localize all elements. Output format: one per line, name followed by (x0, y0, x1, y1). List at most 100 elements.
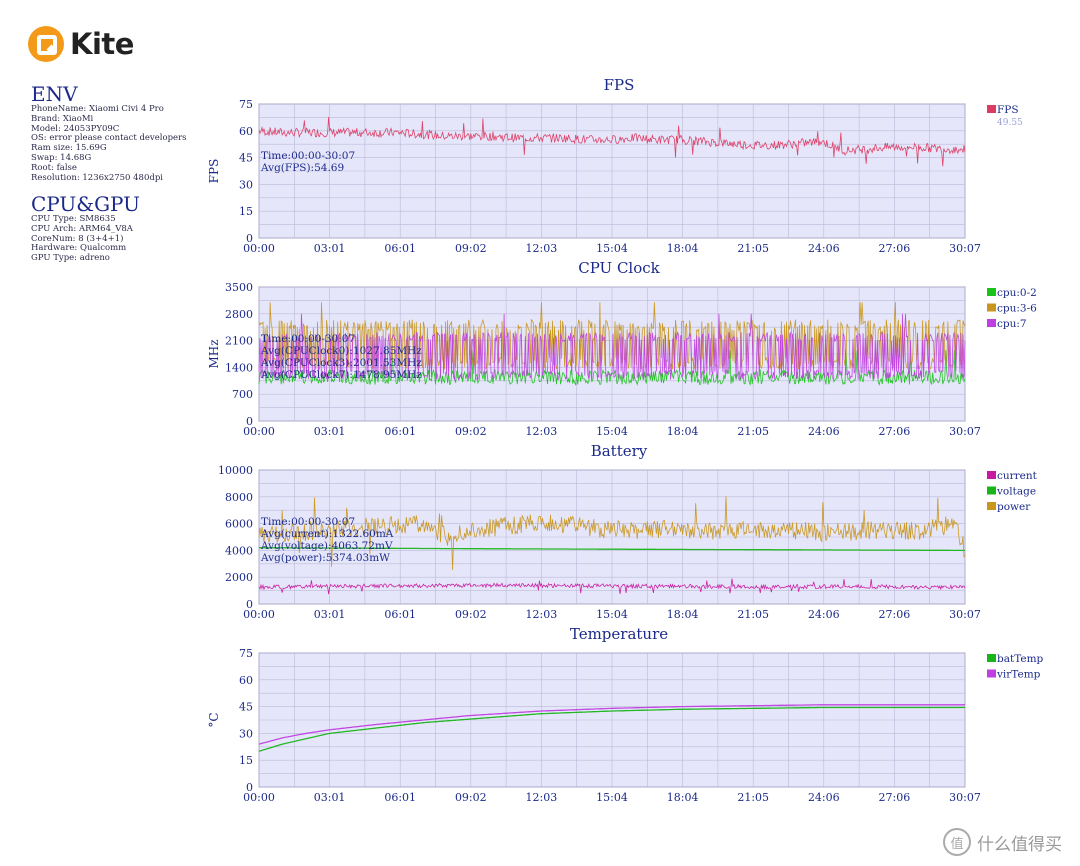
y-tick-label: 30 (239, 178, 253, 191)
x-tick-label: 12:03 (526, 242, 558, 255)
x-tick-label: 00:00 (243, 608, 275, 621)
x-tick-label: 30:07 (949, 791, 981, 804)
annotation-text: Avg(CPUClock0):1027.85MHz (260, 345, 422, 357)
legend-swatch (987, 669, 996, 678)
annotation-text: Avg(power):5374.03mW (260, 552, 390, 564)
y-tick-label: 15 (239, 205, 253, 218)
x-tick-label: 30:07 (949, 242, 981, 255)
cpugpu-panel: CPU&GPU CPU Type: SM8635 CPU Arch: ARM64… (31, 193, 211, 264)
y-tick-label: 75 (239, 98, 253, 111)
y-tick-label: 15 (239, 754, 253, 767)
env-line: PhoneName: Xiaomi Civi 4 Pro (31, 104, 164, 114)
y-tick-label: 60 (239, 674, 253, 687)
x-tick-label: 30:07 (949, 425, 981, 438)
x-tick-label: 06:01 (384, 608, 416, 621)
legend-label: power (997, 501, 1031, 513)
env-panel: ENV PhoneName: Xiaomi Civi 4 Pro Brand: … (31, 83, 211, 183)
x-tick-label: 15:04 (596, 791, 628, 804)
legend-label: batTemp (997, 653, 1044, 665)
legend-label: cpu:3-6 (997, 303, 1037, 315)
x-tick-label: 06:01 (384, 791, 416, 804)
y-tick-label: 0 (246, 415, 253, 428)
y-axis-label: FPS (207, 159, 221, 184)
x-tick-label: 27:06 (879, 791, 911, 804)
watermark: 值 什么值得买 (943, 828, 1062, 856)
y-tick-label: 0 (246, 781, 253, 794)
cpugpu-title: CPU&GPU (31, 192, 141, 216)
series-line-current (258, 578, 966, 595)
x-tick-label: 18:04 (667, 608, 699, 621)
x-tick-label: 18:04 (667, 425, 699, 438)
x-tick-label: 06:01 (384, 425, 416, 438)
x-tick-label: 00:00 (243, 791, 275, 804)
legend-swatch (987, 654, 996, 662)
x-tick-label: 03:01 (314, 425, 346, 438)
x-tick-label: 18:04 (667, 791, 699, 804)
x-tick-label: 06:01 (384, 242, 416, 255)
x-tick-label: 03:01 (314, 242, 346, 255)
x-tick-label: 27:06 (879, 242, 911, 255)
legend-swatch (987, 303, 996, 312)
annotation-text: Time:00:00-30:07 (261, 516, 355, 528)
series-line-FPS (258, 116, 966, 167)
annotation-text: Avg(CPUClock3):2001.53MHz (260, 357, 422, 369)
legend-value: 49.55 (997, 118, 1023, 128)
legend-label: current (997, 470, 1038, 482)
cpugpu-line: CPU Arch: ARM64_V8A (31, 223, 133, 234)
env-line: Swap: 14.68G (31, 152, 92, 163)
annotation-text: Time:00:00-30:07 (261, 150, 355, 162)
x-tick-label: 09:02 (455, 242, 487, 255)
y-tick-label: 10000 (218, 464, 253, 477)
x-tick-label: 15:04 (596, 425, 628, 438)
y-axis-label: MHz (207, 339, 221, 368)
series-line-virTemp (258, 704, 965, 745)
chart-title: Temperature (570, 625, 668, 643)
watermark-text: 什么值得买 (977, 834, 1062, 855)
chart-title: CPU Clock (578, 259, 660, 277)
env-title: ENV (31, 82, 78, 106)
x-tick-label: 12:03 (526, 791, 558, 804)
env-line: Ram size: 15.69G (31, 143, 107, 154)
cpugpu-line: CoreNum: 8 (3+4+1) (31, 233, 124, 244)
env-line: Root: false (31, 162, 77, 173)
x-tick-label: 09:02 (455, 608, 487, 621)
legend-swatch (987, 105, 996, 113)
legend-swatch (987, 288, 996, 296)
x-tick-label: 21:05 (737, 608, 769, 621)
y-tick-label: 2100 (225, 335, 253, 348)
y-tick-label: 3500 (225, 281, 253, 294)
x-tick-label: 15:04 (596, 608, 628, 621)
annotation-text: Avg(current):1322.60mA (260, 528, 394, 540)
y-tick-label: 2000 (225, 571, 253, 584)
legend-label: FPS (997, 104, 1019, 116)
cpugpu-line: CPU Type: SM8635 (31, 214, 116, 224)
y-tick-label: 0 (246, 232, 253, 245)
x-tick-label: 21:05 (737, 791, 769, 804)
annotation-text: Avg(FPS):54.69 (260, 162, 344, 174)
cpugpu-line: GPU Type: adreno (31, 253, 110, 264)
y-tick-label: 45 (239, 152, 253, 165)
series-line-batTemp (258, 706, 965, 752)
x-tick-label: 03:01 (314, 791, 346, 804)
x-tick-label: 09:02 (455, 791, 487, 804)
app-logo: Kite (28, 26, 134, 62)
y-tick-label: 0 (246, 598, 253, 611)
x-tick-label: 18:04 (667, 242, 699, 255)
legend-swatch (987, 319, 996, 327)
annotation-text: Avg(voltage):4063.72mV (260, 540, 393, 552)
y-tick-label: 60 (239, 125, 253, 138)
env-line: Brand: XiaoMi (31, 113, 94, 124)
x-tick-label: 21:05 (737, 242, 769, 255)
y-tick-label: 6000 (225, 518, 253, 531)
y-axis-label: °C (207, 712, 221, 727)
zhi-icon: 值 (943, 828, 971, 856)
legend-label: cpu:7 (997, 318, 1027, 330)
annotation-text: Time:00:00-30:07 (261, 333, 355, 345)
chart-title: Battery (591, 442, 648, 460)
x-tick-label: 24:06 (808, 242, 840, 255)
legend-swatch (987, 471, 996, 479)
x-tick-label: 27:06 (879, 608, 911, 621)
x-tick-label: 12:03 (526, 425, 558, 438)
y-tick-label: 75 (239, 647, 253, 660)
